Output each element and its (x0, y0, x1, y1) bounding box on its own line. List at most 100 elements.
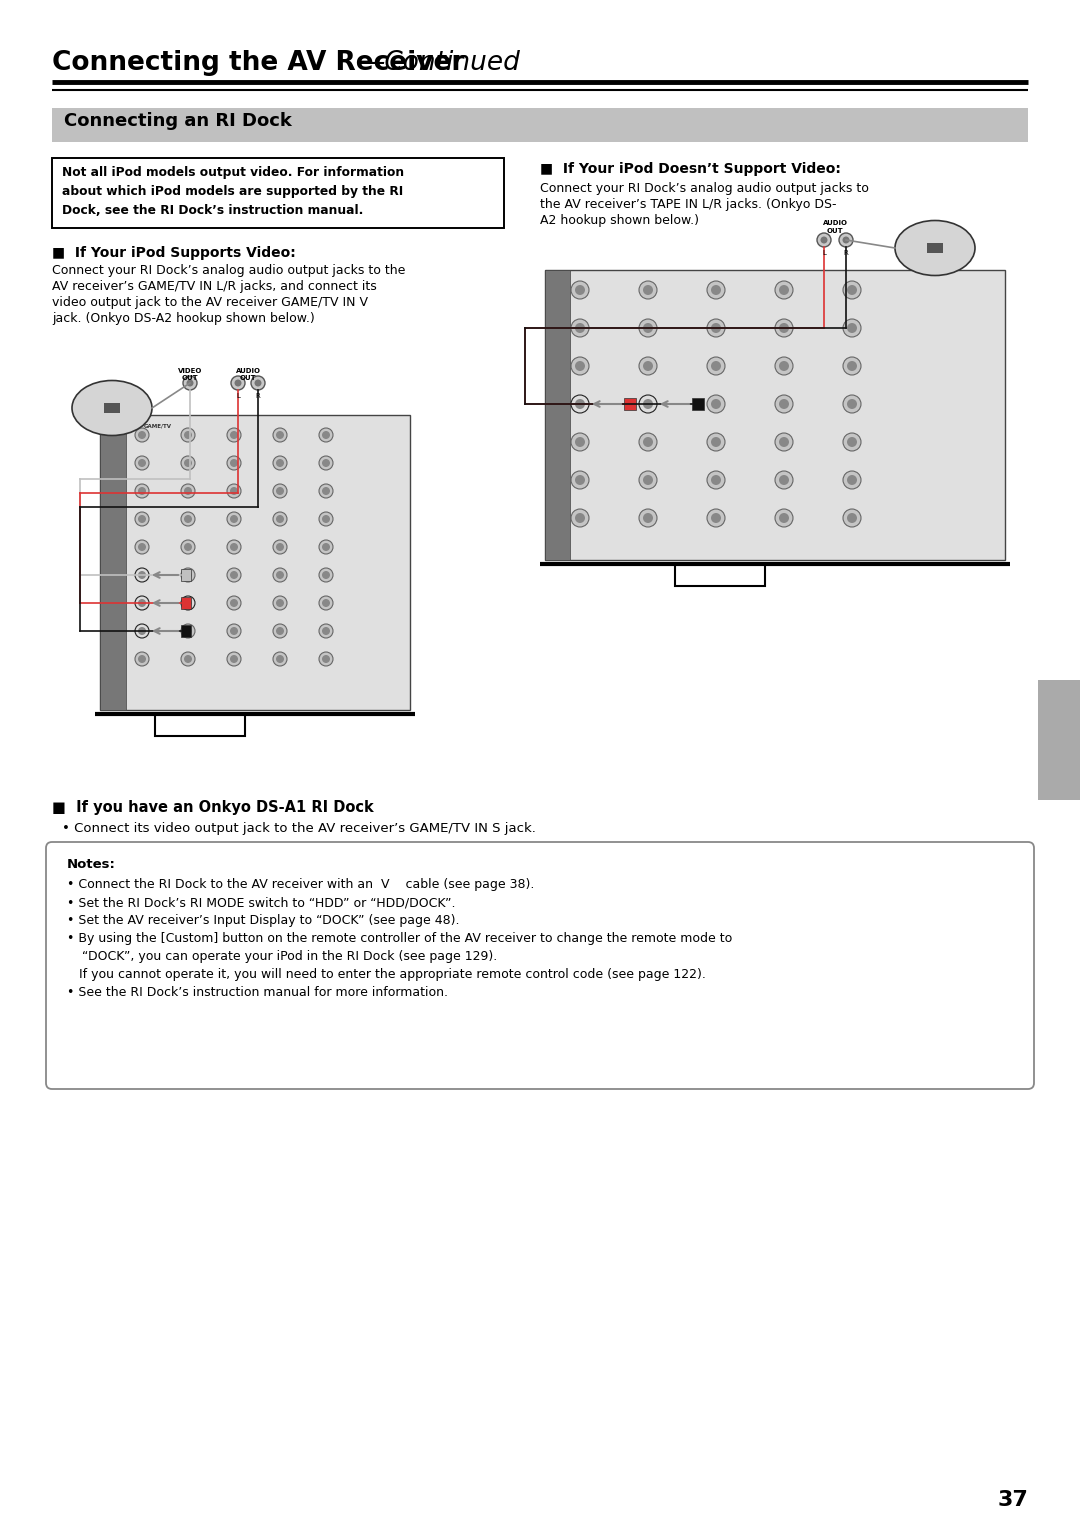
Bar (104, 403, 120, 414)
Circle shape (322, 430, 330, 439)
Circle shape (230, 600, 238, 607)
Bar (100, 415, 126, 710)
FancyBboxPatch shape (46, 842, 1034, 1090)
Circle shape (184, 600, 192, 607)
Circle shape (273, 513, 287, 526)
Circle shape (135, 456, 149, 470)
Text: video output jack to the AV receiver GAME/TV IN V: video output jack to the AV receiver GAM… (52, 296, 368, 308)
Circle shape (187, 380, 193, 386)
Circle shape (227, 568, 241, 581)
Bar (181, 626, 191, 636)
Circle shape (639, 281, 657, 299)
Text: Notes:: Notes: (67, 858, 116, 871)
Circle shape (138, 571, 146, 578)
Circle shape (322, 487, 330, 494)
Circle shape (319, 624, 333, 638)
Circle shape (779, 475, 789, 485)
Circle shape (138, 543, 146, 551)
Ellipse shape (895, 220, 975, 276)
Circle shape (571, 433, 589, 452)
Circle shape (227, 540, 241, 554)
Text: Dock, see the RI Dock’s instruction manual.: Dock, see the RI Dock’s instruction manu… (62, 204, 363, 217)
Bar (100, 415, 410, 710)
Circle shape (643, 285, 653, 295)
Circle shape (183, 375, 197, 391)
Text: • Set the AV receiver’s Input Display to “DOCK” (see page 48).: • Set the AV receiver’s Input Display to… (67, 914, 459, 926)
Circle shape (707, 395, 725, 414)
Circle shape (231, 375, 245, 391)
Circle shape (639, 395, 657, 414)
Circle shape (575, 398, 585, 409)
Circle shape (322, 627, 330, 635)
Circle shape (779, 513, 789, 523)
Text: —Continued: —Continued (359, 50, 521, 76)
Text: OUT: OUT (181, 375, 199, 382)
Circle shape (319, 540, 333, 554)
Circle shape (775, 433, 793, 452)
Circle shape (322, 655, 330, 662)
Text: A2 hookup shown below.): A2 hookup shown below.) (540, 214, 699, 227)
Circle shape (181, 568, 195, 581)
Text: • See the RI Dock’s instruction manual for more information.: • See the RI Dock’s instruction manual f… (67, 986, 448, 1000)
Ellipse shape (72, 380, 152, 435)
Circle shape (571, 472, 589, 488)
Circle shape (230, 655, 238, 662)
Text: • Connect the RI Dock to the AV receiver with an  V    cable (see page 38).: • Connect the RI Dock to the AV receiver… (67, 877, 535, 891)
Bar (545, 270, 1005, 560)
Bar (156, 714, 245, 736)
Text: Connect your RI Dock’s analog audio output jacks to: Connect your RI Dock’s analog audio outp… (540, 182, 869, 195)
Circle shape (711, 362, 721, 371)
Circle shape (138, 487, 146, 494)
Circle shape (273, 540, 287, 554)
Circle shape (779, 398, 789, 409)
Circle shape (319, 597, 333, 610)
Text: AV receiver’s GAME/TV IN L/R jacks, and connect its: AV receiver’s GAME/TV IN L/R jacks, and … (52, 279, 377, 293)
Circle shape (138, 459, 146, 467)
Text: • Set the RI Dock’s RI MODE switch to “HDD” or “HDD/DOCK”.: • Set the RI Dock’s RI MODE switch to “H… (67, 896, 456, 909)
Circle shape (711, 398, 721, 409)
Circle shape (273, 597, 287, 610)
Text: OUT: OUT (826, 227, 843, 233)
Text: AUDIO: AUDIO (235, 368, 260, 374)
Circle shape (571, 357, 589, 375)
Bar (181, 597, 191, 609)
Text: ■  If Your iPod Supports Video:: ■ If Your iPod Supports Video: (52, 246, 296, 259)
Circle shape (184, 430, 192, 439)
Circle shape (843, 472, 861, 488)
Circle shape (575, 513, 585, 523)
Circle shape (227, 484, 241, 497)
Circle shape (184, 655, 192, 662)
Circle shape (322, 571, 330, 578)
Circle shape (639, 319, 657, 337)
Text: GAME/TV: GAME/TV (144, 423, 172, 427)
Circle shape (276, 571, 284, 578)
Circle shape (639, 357, 657, 375)
Circle shape (227, 652, 241, 665)
Circle shape (276, 487, 284, 494)
Circle shape (843, 357, 861, 375)
Circle shape (138, 600, 146, 607)
Circle shape (181, 456, 195, 470)
Circle shape (639, 472, 657, 488)
Circle shape (184, 487, 192, 494)
Circle shape (230, 487, 238, 494)
Circle shape (711, 513, 721, 523)
Circle shape (842, 237, 850, 244)
Circle shape (319, 484, 333, 497)
Circle shape (273, 624, 287, 638)
Circle shape (227, 624, 241, 638)
Circle shape (227, 427, 241, 443)
Circle shape (230, 543, 238, 551)
Circle shape (639, 433, 657, 452)
Circle shape (138, 655, 146, 662)
Circle shape (319, 456, 333, 470)
Circle shape (227, 456, 241, 470)
Text: Connecting the AV Receiver: Connecting the AV Receiver (52, 50, 464, 76)
Circle shape (227, 513, 241, 526)
Circle shape (575, 324, 585, 333)
Text: Connecting an RI Dock: Connecting an RI Dock (64, 111, 292, 130)
Circle shape (184, 459, 192, 467)
Circle shape (847, 513, 858, 523)
Bar (545, 270, 570, 560)
Circle shape (184, 543, 192, 551)
